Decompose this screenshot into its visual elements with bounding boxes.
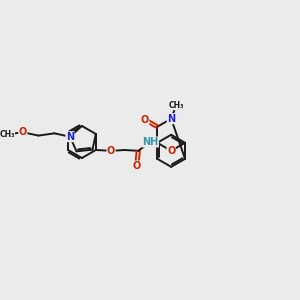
- Text: O: O: [167, 146, 175, 156]
- Text: O: O: [107, 146, 115, 156]
- Text: N: N: [66, 132, 74, 142]
- Text: O: O: [133, 161, 141, 171]
- Text: O: O: [141, 115, 149, 124]
- Text: N: N: [167, 114, 175, 124]
- Text: O: O: [19, 127, 27, 137]
- Text: NH: NH: [142, 137, 158, 147]
- Text: CH₃: CH₃: [169, 101, 184, 110]
- Text: CH₃: CH₃: [0, 130, 15, 139]
